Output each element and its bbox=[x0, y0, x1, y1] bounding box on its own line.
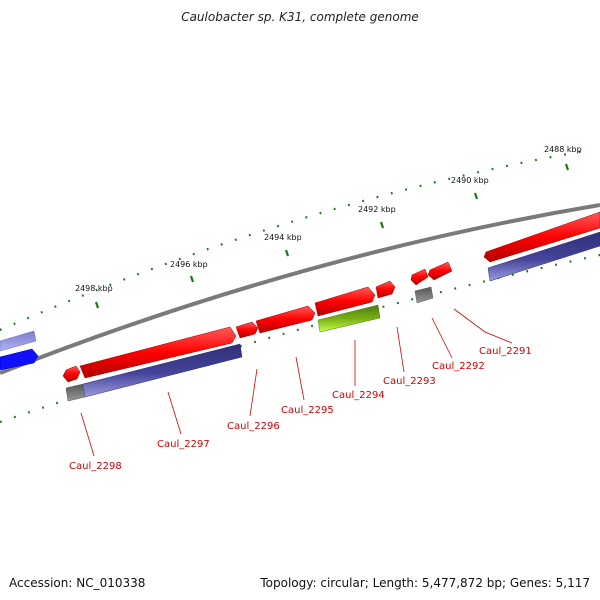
gene-caul-2292-pseudo bbox=[414, 286, 434, 304]
gene-label-caul-2295: Caul_2295 bbox=[281, 405, 334, 416]
cds-caul-2295 bbox=[255, 305, 316, 334]
leader-caul-2291 bbox=[453, 308, 513, 344]
kbp-label-2496: 2496 kbp bbox=[170, 260, 208, 269]
cds-caul-2294 bbox=[314, 286, 376, 317]
major-tick-2492 bbox=[379, 221, 385, 229]
leader-caul-2296 bbox=[249, 368, 258, 417]
cds-caul-2292b bbox=[410, 268, 429, 286]
gene-label-caul-2291: Caul_2291 bbox=[479, 346, 532, 357]
major-tick-2488 bbox=[564, 163, 570, 171]
cds-caul-2296 bbox=[235, 321, 259, 339]
major-tick-2490 bbox=[473, 192, 479, 200]
leader-caul-2292 bbox=[431, 317, 453, 359]
cds-left-blue-arrow bbox=[0, 348, 39, 371]
kbp-label-2498: 2498 kbp bbox=[75, 284, 113, 293]
gene-label-caul-2292: Caul_2292 bbox=[432, 361, 485, 372]
trna-caul-2294 bbox=[317, 304, 381, 333]
cds-caul-2298 bbox=[62, 365, 81, 383]
cds-caul-2292 bbox=[427, 261, 453, 281]
kbp-label-2494: 2494 kbp bbox=[264, 233, 302, 242]
gene-label-caul-2294: Caul_2294 bbox=[332, 390, 385, 401]
leader-caul-2295 bbox=[295, 356, 305, 401]
major-tick-2496 bbox=[189, 275, 195, 283]
cds-caul-2297 bbox=[79, 326, 237, 379]
accession-text: Accession: NC_010338 bbox=[9, 576, 146, 590]
gene-caul-2291 bbox=[487, 231, 600, 282]
gene-label-caul-2293: Caul_2293 bbox=[383, 376, 436, 387]
gene-track bbox=[65, 231, 600, 402]
leader-caul-2293 bbox=[396, 326, 405, 373]
kbp-label-2492: 2492 kbp bbox=[358, 205, 396, 214]
genome-backbone bbox=[0, 203, 600, 375]
cds-caul-2293 bbox=[375, 280, 396, 299]
cds-track bbox=[62, 211, 600, 383]
gene-label-caul-2297: Caul_2297 bbox=[157, 439, 210, 450]
map-title: Caulobacter sp. K31, complete genome bbox=[181, 10, 419, 24]
leader-lines bbox=[80, 308, 513, 457]
gene-label-caul-2298: Caul_2298 bbox=[69, 461, 122, 472]
leader-caul-2297 bbox=[167, 391, 182, 435]
kbp-label-2488: 2488 kbp bbox=[544, 145, 582, 154]
major-tick-2494 bbox=[284, 249, 290, 257]
gene-caul-2298-pseudo bbox=[65, 383, 86, 402]
major-tick-2498 bbox=[94, 301, 100, 309]
cds-caul-2291 bbox=[483, 211, 600, 263]
leader-caul-2298 bbox=[80, 412, 95, 457]
kbp-label-2490: 2490 kbp bbox=[451, 176, 489, 185]
gene-label-caul-2296: Caul_2296 bbox=[227, 421, 280, 432]
genome-stats-text: Topology: circular; Length: 5,477,872 bp… bbox=[260, 576, 590, 590]
gene-left-lavender bbox=[0, 330, 37, 352]
outer-tick-ring bbox=[0, 148, 591, 332]
